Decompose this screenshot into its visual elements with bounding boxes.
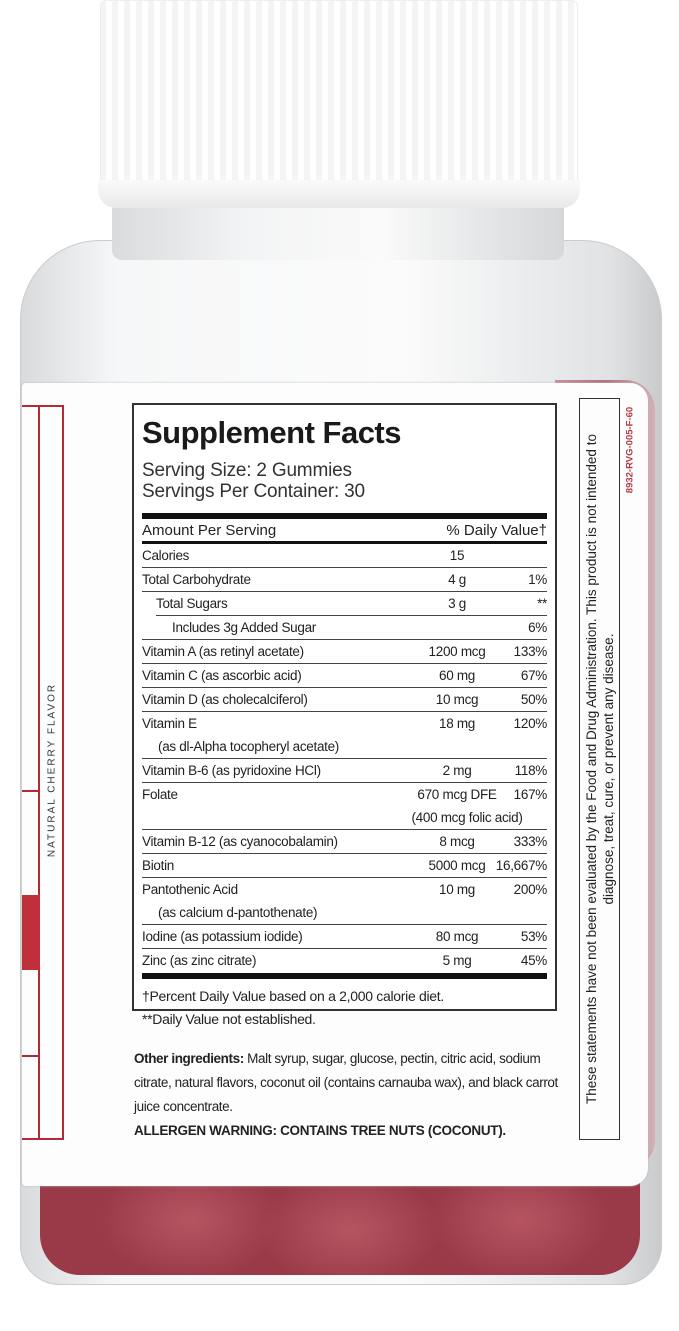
nutrient-amount: 2 mg xyxy=(442,763,472,778)
nutrient-source: (as calcium d-pantothenate) xyxy=(158,905,318,920)
label-red-block xyxy=(22,895,40,970)
nutrient-row: Vitamin B-6 (as pyridoxine HCl) 2 mg 118% xyxy=(142,759,547,783)
nutrient-row: Vitamin E 18 mg 120% (as dl-Alpha tocophery… xyxy=(142,712,547,759)
footnote-not-established: **Daily Value not established. xyxy=(142,1011,316,1027)
nutrient-amount: 10 mcg xyxy=(435,692,479,707)
nutrient-dv: 118% xyxy=(514,763,548,778)
nutrient-name: Vitamin D (as cholecalciferol) xyxy=(142,692,308,707)
nutrient-name: Vitamin B-6 (as pyridoxine HCl) xyxy=(142,763,321,778)
nutrient-row: Zinc (as zinc citrate) 5 mg 45% xyxy=(142,949,547,972)
nutrient-amount: 5000 mcg xyxy=(428,858,486,873)
nutrient-row: Folate 670 mcg DFE 167% (400 mcg folic acid… xyxy=(142,783,547,830)
nutrient-dv: 16,667% xyxy=(495,858,548,873)
supplement-facts-panel: Supplement Facts Serving Size: 2 Gummies… xyxy=(132,403,557,1027)
label-left-line xyxy=(38,405,40,1140)
bottle-cap xyxy=(100,0,578,205)
nutrient-row: Total Sugars 3 g ** xyxy=(156,592,547,616)
nutrient-dv: 6% xyxy=(528,620,547,635)
nutrient-name: Calories xyxy=(142,548,190,563)
dv-header: % Daily Value† xyxy=(446,522,547,539)
other-ingredients: Other ingredients: Malt syrup, sugar, gl… xyxy=(134,1047,566,1119)
table-header: Amount Per Serving % Daily Value† xyxy=(142,522,547,539)
fda-statement: These statements have not been evaluated… xyxy=(584,434,616,1104)
nutrient-name: Includes 3g Added Sugar xyxy=(172,620,316,635)
nutrient-amount: 1200 mcg xyxy=(428,644,486,659)
servings-per-container: Servings Per Container: 30 xyxy=(142,481,365,502)
nutrient-name: Total Sugars xyxy=(156,596,228,611)
nutrient-amount: 5 mg xyxy=(442,953,472,968)
nutrient-name: Total Carbohydrate xyxy=(142,572,251,587)
supplement-facts-title: Supplement Facts xyxy=(142,415,402,450)
product-code: 8932-RVG-005-F-60 xyxy=(624,406,636,494)
nutrient-name: Vitamin B-12 (as cyanocobalamin) xyxy=(142,834,338,849)
nutrient-amount: 60 mg xyxy=(438,668,476,683)
nutrient-dv: 333% xyxy=(513,834,548,849)
nutrient-amount: 3 g xyxy=(448,596,466,611)
nutrient-amount: 4 g xyxy=(448,572,466,587)
nutrient-dv: 1% xyxy=(528,572,547,587)
nutrient-row: Iodine (as potassium iodide) 80 mcg 53% xyxy=(142,925,547,949)
nutrient-row: Calories 15 xyxy=(142,544,547,568)
serving-size: Serving Size: 2 Gummies xyxy=(142,460,352,481)
nutrient-name: Iodine (as potassium iodide) xyxy=(142,929,303,944)
nutrient-amount: 15 xyxy=(449,548,465,563)
nutrient-dv: 45% xyxy=(520,953,547,968)
nutrient-name: Vitamin E xyxy=(142,716,197,731)
header-divider xyxy=(142,541,547,544)
footnote-dv: †Percent Daily Value based on a 2,000 ca… xyxy=(142,988,444,1004)
other-ingredients-label: Other ingredients: xyxy=(134,1051,244,1066)
fda-statement-box xyxy=(579,398,620,1140)
nutrient-name: Vitamin A (as retinyl acetate) xyxy=(142,644,304,659)
nutrient-row: Includes 3g Added Sugar 6% xyxy=(142,616,547,640)
thick-divider xyxy=(142,973,547,979)
nutrient-dv: 50% xyxy=(520,692,547,707)
nutrient-row: Vitamin C (as ascorbic acid) 60 mg 67% xyxy=(142,664,547,688)
nutrient-row: Vitamin B-12 (as cyanocobalamin) 8 mcg 333… xyxy=(142,830,547,854)
label-divider xyxy=(22,1055,40,1057)
allergen-warning: ALLERGEN WARNING: CONTAINS TREE NUTS (CO… xyxy=(134,1123,506,1138)
amount-header: Amount Per Serving xyxy=(142,522,277,539)
label-left-frame xyxy=(22,405,64,1140)
nutrient-name: Vitamin C (as ascorbic acid) xyxy=(142,668,302,683)
nutrient-name: Zinc (as zinc citrate) xyxy=(142,953,257,968)
nutrient-name: Pantothenic Acid xyxy=(142,882,238,897)
nutrient-amount: 8 mcg xyxy=(439,834,475,849)
flavor-text: NATURAL CHERRY FLAVOR xyxy=(46,682,58,858)
nutrient-dv: ** xyxy=(537,596,547,611)
nutrient-dv: 200% xyxy=(513,882,548,897)
cap-rim xyxy=(98,180,580,208)
nutrient-amount: 10 mg xyxy=(438,882,476,897)
nutrient-dv: 167% xyxy=(513,787,548,802)
nutrient-name: Folate xyxy=(142,787,178,802)
nutrient-table: Calories 15 Total Carbohydrate 4 g 1% Total S… xyxy=(142,544,547,972)
nutrient-row: Vitamin D (as cholecalciferol) 10 mcg 50% xyxy=(142,688,547,712)
label-divider xyxy=(22,790,40,792)
nutrient-amount-note: (400 mcg folic acid) xyxy=(411,810,523,825)
other-ingredients-text: Malt syrup, sugar, glucose, pectin, citr… xyxy=(134,1051,558,1114)
nutrient-row: Pantothenic Acid 10 mg 200% (as calcium d-p… xyxy=(142,878,547,925)
nutrient-amount: 18 mg xyxy=(438,716,476,731)
nutrient-amount: 80 mcg xyxy=(435,929,479,944)
nutrient-row: Biotin 5000 mcg 16,667% xyxy=(142,854,547,878)
thick-divider xyxy=(142,513,547,519)
nutrient-row: Vitamin A (as retinyl acetate) 1200 mcg 13… xyxy=(142,640,547,664)
nutrient-source: (as dl-Alpha tocopheryl acetate) xyxy=(158,739,340,754)
nutrient-dv: 53% xyxy=(520,929,547,944)
nutrient-dv: 120% xyxy=(513,716,548,731)
nutrient-amount: 670 mcg DFE xyxy=(417,787,497,802)
nutrient-dv: 133% xyxy=(513,644,548,659)
nutrient-name: Biotin xyxy=(142,858,174,873)
nutrient-dv: 67% xyxy=(520,668,547,683)
bottle-neck xyxy=(112,205,564,260)
nutrient-row: Total Carbohydrate 4 g 1% xyxy=(142,568,547,592)
